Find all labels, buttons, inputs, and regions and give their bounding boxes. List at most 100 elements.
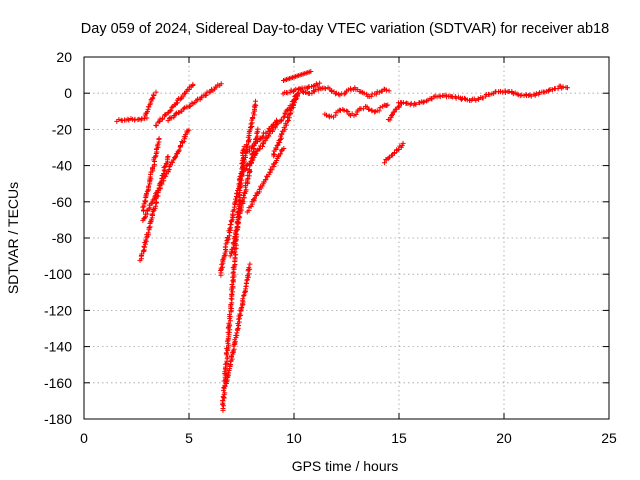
data-point: [555, 86, 561, 92]
data-point: [475, 96, 481, 102]
data-point: [139, 251, 145, 257]
data-point: [246, 271, 252, 277]
data-point: [420, 99, 426, 105]
data-point: [281, 114, 287, 120]
data-point: [225, 370, 231, 376]
series-track-d: [142, 89, 159, 118]
data-point: [220, 406, 226, 412]
y-axis-label: SDTVAR / TECUs: [5, 182, 21, 294]
data-point: [345, 109, 351, 115]
data-point: [233, 252, 239, 258]
data-point: [172, 154, 178, 160]
data-point: [396, 146, 402, 152]
data-point: [315, 87, 321, 93]
data-point: [376, 108, 382, 114]
data-point: [324, 112, 330, 118]
data-point: [253, 98, 259, 104]
data-point: [240, 296, 246, 302]
data-point: [365, 106, 371, 112]
series-track-e: [153, 81, 196, 129]
data-point: [253, 103, 259, 109]
data-point: [383, 157, 389, 163]
tick-layer: 0 5 10 15 20 25 20 0 -20 -40 -60 -80 -100 -120 -140 -16…: [44, 49, 617, 446]
data-point: [150, 95, 156, 101]
data-point: [145, 230, 151, 236]
data-point: [243, 280, 249, 286]
data-point: [228, 296, 234, 302]
data-point: [156, 119, 162, 125]
data-point: [389, 113, 395, 119]
data-point: [156, 136, 162, 142]
data-point: [461, 95, 467, 101]
data-point: [239, 305, 245, 311]
y-tick-label: -140: [44, 339, 72, 355]
data-point: [240, 199, 246, 205]
data-point: [396, 103, 402, 109]
data-point: [155, 141, 161, 147]
data-point: [287, 89, 293, 95]
data-point: [502, 89, 508, 95]
data-point: [255, 126, 261, 132]
data-point: [229, 282, 235, 288]
data-point: [169, 115, 175, 121]
data-point: [279, 117, 285, 123]
data-point: [234, 330, 240, 336]
data-point: [286, 115, 292, 121]
data-point: [173, 154, 179, 160]
data-point: [168, 162, 174, 168]
data-point: [328, 88, 334, 94]
data-point: [149, 211, 155, 217]
data-point: [243, 163, 249, 169]
y-tick-label: -60: [52, 194, 72, 210]
data-point: [453, 95, 459, 101]
data-point: [165, 154, 171, 160]
y-tick-label: -40: [52, 158, 72, 174]
data-point: [360, 106, 366, 112]
data-point: [265, 129, 271, 135]
data-point: [252, 151, 258, 157]
data-point: [227, 253, 233, 259]
data-point: [147, 219, 153, 225]
data-point: [322, 86, 328, 92]
y-tick-label: -180: [44, 411, 72, 427]
data-point: [274, 117, 280, 123]
data-point: [279, 131, 285, 137]
data-point: [254, 148, 260, 154]
data-point: [247, 261, 253, 267]
data-point: [203, 92, 209, 98]
data-point: [366, 107, 372, 113]
series-track-f: [165, 81, 224, 124]
data-point: [144, 109, 150, 115]
data-point: [250, 114, 256, 120]
series-track-s: [381, 140, 406, 166]
data-point: [400, 140, 406, 146]
y-tick-label: -20: [52, 121, 72, 137]
data-point: [317, 80, 323, 86]
x-tick-label: 25: [601, 430, 617, 446]
series-track-k: [239, 118, 283, 178]
data-point: [564, 85, 570, 91]
x-axis-label: GPS time / hours: [292, 458, 399, 474]
data-point: [243, 187, 249, 193]
data-point: [400, 99, 406, 105]
data-point: [372, 109, 378, 115]
data-point: [241, 293, 247, 299]
data-point: [246, 265, 252, 271]
data-point: [257, 146, 263, 152]
data-point: [235, 210, 241, 216]
data-point: [214, 84, 220, 90]
data-point: [560, 84, 566, 90]
data-point: [384, 87, 390, 93]
data-point: [281, 145, 287, 151]
data-point: [186, 104, 192, 110]
data-point: [253, 151, 259, 157]
data-point: [143, 237, 149, 243]
data-point: [241, 292, 247, 298]
data-point: [300, 89, 306, 95]
data-point: [222, 390, 228, 396]
data-point: [218, 81, 224, 87]
data-point: [238, 204, 244, 210]
y-tick-label: 0: [64, 85, 72, 101]
data-point: [236, 213, 242, 219]
